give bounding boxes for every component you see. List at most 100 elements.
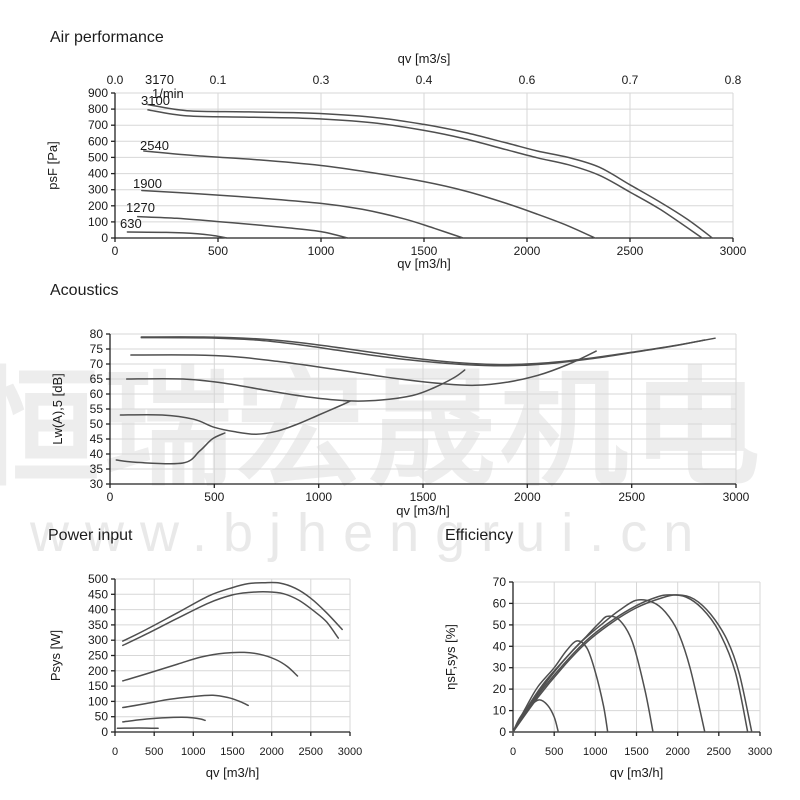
power-input-chart: 0 500 1000 1500 2000 2500 30000501001502002503…: [48, 572, 362, 780]
y-tick-label: 55: [90, 402, 104, 416]
y-tick-label: 400: [88, 167, 108, 181]
y-tick-label: 70: [493, 575, 507, 589]
curve-label-2540: 2540: [140, 138, 169, 153]
efficiency-chart: 0 500 1000 1500 2000 2500 3000 0 10 20 30 40 50 60 70 q…: [443, 575, 772, 780]
axes: [111, 578, 351, 736]
x2-tick-label: 0.3: [313, 73, 330, 87]
y-tick-label: 400: [88, 603, 108, 617]
y-tick-label: 30: [90, 477, 104, 491]
series-curve-1270: [136, 215, 349, 239]
x-tick-label: 1000: [308, 244, 335, 258]
y-tick-label: 80: [90, 327, 104, 341]
tick-labels: 0 500 1000 1500 2000 2500 3000 0 10 20 30 40 50 60 70 q…: [443, 575, 772, 780]
y-tick-label: 500: [88, 150, 108, 164]
section-title-acoustics: Acoustics: [50, 282, 119, 299]
y-tick-label: 70: [90, 357, 104, 371]
series-curve-1900: [512, 615, 654, 733]
series-curve-3100: [147, 109, 703, 239]
y-tick-label: 0: [101, 231, 108, 245]
y-axis-label: psF [Pa]: [45, 141, 60, 189]
x-tick-label: 500: [145, 746, 163, 758]
series-curve-1270: [122, 716, 206, 723]
x-tick-label: 0: [112, 244, 119, 258]
x-axis-label: qv [m3/h]: [610, 765, 663, 780]
y-tick-label: 450: [88, 587, 108, 601]
series-curve-3170-1-min: [122, 581, 343, 642]
y-tick-label: 45: [90, 432, 104, 446]
x-tick-label: 1500: [411, 244, 438, 258]
x-tick-label: 2000: [514, 244, 541, 258]
y-tick-label: 300: [88, 183, 108, 197]
series-curve-1900: [141, 189, 464, 239]
x-tick-label: 500: [208, 244, 228, 258]
series-curve-1270: [119, 400, 351, 435]
y-tick-label: 700: [88, 118, 108, 132]
x2-tick-label: 0.7: [622, 73, 639, 87]
tick-labels: 0 500 1000 1500 2000 2500 3000 3035404550556065…: [50, 327, 750, 518]
air-performance-chart: 0 500 1000 1500 2000 2500 3000 0 100 200 300 400 500…: [45, 51, 747, 271]
y-tick-label: 250: [88, 649, 108, 663]
x-tick-label: 1000: [181, 746, 205, 758]
curve-label-1900: 1900: [133, 176, 162, 191]
y-tick-label: 100: [88, 215, 108, 229]
y-axis-label: Psys [W]: [48, 630, 63, 681]
x-axis-label: qv [m3/h]: [397, 256, 450, 271]
series-group: [512, 594, 753, 733]
x-tick-label: 3000: [723, 490, 750, 504]
series-curve-2540: [512, 599, 706, 733]
y-tick-label: 40: [90, 447, 104, 461]
x2-tick-label: 0.8: [725, 73, 742, 87]
x-tick-label: 2000: [665, 746, 689, 758]
series-curve-1270: [512, 640, 609, 733]
x-tick-label: 2500: [299, 746, 323, 758]
x-tick-label: 0: [112, 746, 118, 758]
y-tick-label: 100: [88, 694, 108, 708]
y-tick-label: 200: [88, 664, 108, 678]
y-tick-label: 60: [90, 387, 104, 401]
tick-labels: 0 500 1000 1500 2000 2500 30000501001502002503…: [48, 572, 362, 780]
x-axis-label: qv [m3/h]: [206, 765, 259, 780]
y-tick-label: 50: [95, 710, 109, 724]
series-curve-3100: [122, 591, 340, 647]
series-curve-2540: [143, 150, 596, 239]
section-title-power-input: Power input: [48, 527, 133, 544]
series-curve-3170-1-min: [512, 594, 753, 733]
y-tick-label: 300: [88, 633, 108, 647]
x2-tick-label: 0.1: [210, 73, 227, 87]
watermark-cjk-text: 恒瑞宏晟机电: [0, 358, 765, 501]
section-title-air-performance: Air performance: [50, 29, 164, 46]
x-tick-label: 3000: [748, 746, 772, 758]
section-title-efficiency: Efficiency: [445, 527, 514, 544]
y-axis-label: Lw(A),5 [dB]: [50, 373, 65, 445]
x2-tick-label: 0.6: [519, 73, 536, 87]
x-tick-label: 1500: [410, 490, 437, 504]
y-tick-label: 0: [499, 725, 506, 739]
series-curve-2540: [122, 651, 299, 682]
y-tick-label: 10: [493, 704, 507, 718]
x-axis-label: qv [m3/h]: [396, 503, 449, 518]
y-tick-label: 40: [493, 639, 507, 653]
series-curve-3170-1-min: [147, 103, 714, 239]
x-tick-label: 0: [107, 490, 114, 504]
x-tick-label: 2000: [514, 490, 541, 504]
series-curve-3100: [140, 336, 706, 367]
series-curve-630: [512, 699, 560, 733]
x-tick-label: 2500: [707, 746, 731, 758]
x-tick-label: 2000: [259, 746, 283, 758]
x-tick-label: 2500: [618, 490, 645, 504]
x-tick-label: 3000: [338, 746, 362, 758]
x-tick-label: 500: [545, 746, 563, 758]
series-group: [126, 103, 714, 239]
gridlines: [114, 92, 734, 239]
series-curve-1900: [125, 369, 466, 402]
y-tick-label: 50: [493, 618, 507, 632]
curve-label-1-min: 1/min: [152, 86, 184, 101]
gridlines: [109, 333, 737, 485]
x2-axis-label: qv [m3/s]: [398, 51, 451, 66]
tick-labels: 0 500 1000 1500 2000 2500 3000 0 100 200 300 400 500…: [45, 51, 747, 271]
y-axis-label: ηsF,sys [%]: [443, 624, 458, 690]
x-tick-label: 1000: [583, 746, 607, 758]
y-tick-label: 75: [90, 342, 104, 356]
y-tick-label: 0: [101, 725, 108, 739]
